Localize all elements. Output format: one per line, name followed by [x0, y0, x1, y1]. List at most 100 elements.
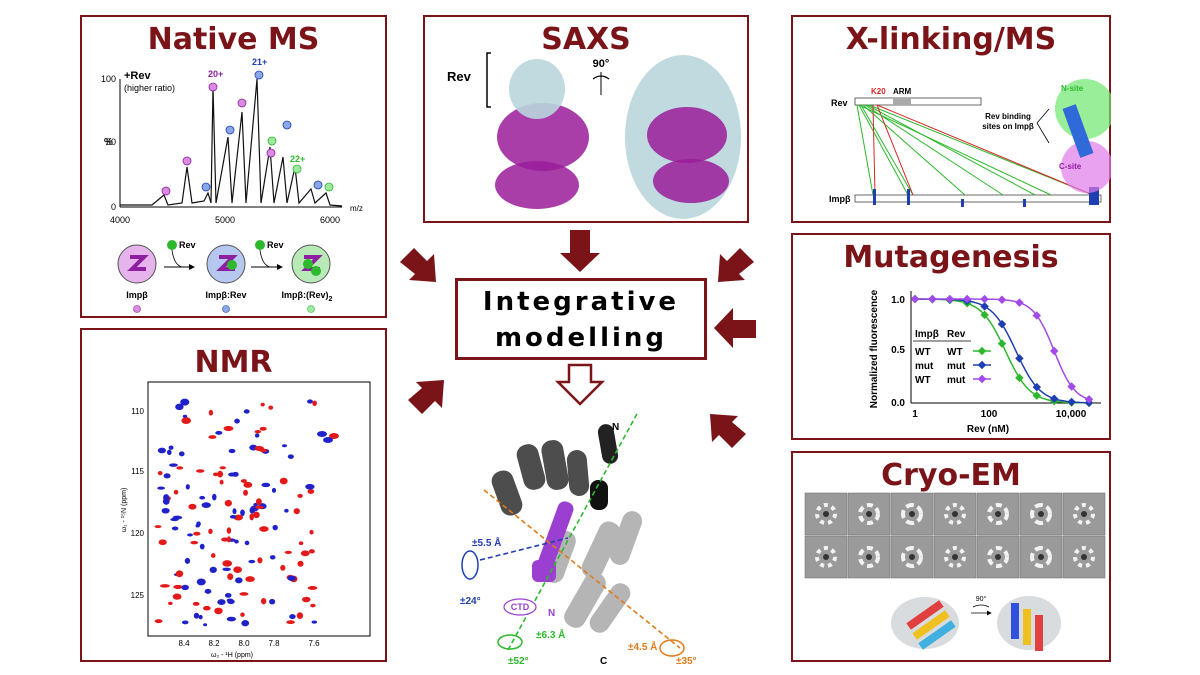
nmr-peak — [281, 444, 287, 448]
nmr-ytick-115: 115 — [131, 467, 144, 476]
cryo-particle-core — [952, 511, 958, 517]
nmr-peak — [180, 398, 190, 406]
nmr-title: NMR — [194, 345, 273, 380]
nmr-peak — [215, 430, 223, 435]
nmr-peak — [181, 584, 189, 591]
saxs-model-right — [625, 55, 741, 219]
nmr-peak — [261, 482, 271, 488]
nmr-peak — [253, 511, 260, 519]
center-line1: Integrative — [482, 287, 680, 317]
nmr-peak — [208, 528, 213, 535]
mut-point — [928, 294, 937, 304]
nmr-peak — [173, 584, 183, 589]
mut-ytick-05: 0.5 — [891, 345, 905, 356]
mut-point — [1015, 373, 1024, 383]
nmr-peak — [269, 555, 276, 560]
nmr-peak — [163, 473, 171, 479]
nmr-ytick-120: 120 — [131, 529, 145, 538]
nmr-peak — [193, 531, 201, 536]
mut-xlabel: Rev (nM) — [967, 424, 1009, 435]
mut-row3-rev: mut — [947, 375, 966, 386]
nmr-ytick-125: 125 — [131, 591, 145, 600]
xl-binding-line1: Rev binding — [985, 112, 1031, 121]
nmr-spectrum: 110 115 120 125 8.4 8.2 8.0 7.8 7.6 ω₂ -… — [121, 381, 371, 659]
saxs-title: SAXS — [541, 22, 631, 57]
ms-ytick-50: 50 — [106, 137, 116, 147]
nmr-xtick-76: 7.6 — [308, 639, 320, 648]
mut-point — [1032, 311, 1042, 320]
nmr-peak — [223, 425, 234, 432]
cryo-particle-core — [909, 511, 915, 517]
mut-curve — [915, 298, 1089, 404]
ms-yunit: % — [104, 137, 113, 148]
nmr-peak — [203, 623, 208, 627]
model-green-ang: ±52° — [508, 656, 529, 667]
nmr-peak — [307, 489, 315, 495]
ms-complex-impb-rev: Impβ:Rev — [205, 290, 246, 300]
nmr-xtick-82: 8.2 — [208, 639, 220, 648]
nmr-peak — [163, 494, 170, 502]
nmr-peak — [201, 502, 211, 509]
mut-row1-impb: WT — [915, 347, 931, 358]
cryo-map-right — [997, 596, 1061, 651]
cryo-particle-core — [866, 554, 872, 560]
integrative-modelling-box: Integrative modelling — [455, 278, 707, 360]
nmr-peak — [198, 614, 203, 620]
nmr-peak — [308, 549, 315, 554]
mut-point — [1049, 394, 1059, 403]
nmr-peak — [166, 449, 172, 455]
mutagenesis-panel: Mutagenesis 1.0 0.5 0.0 1 100 10,000 Rev… — [791, 233, 1111, 440]
nmr-peak — [269, 598, 276, 605]
nmr-peak — [157, 447, 167, 454]
nmr-peak — [234, 418, 240, 424]
xl-csite: C-site — [1059, 162, 1082, 171]
cryoem-panel: Cryo-EM 90° — [791, 451, 1111, 662]
nmr-peak — [293, 508, 300, 515]
nmr-peak — [241, 620, 250, 627]
nmr-peak — [240, 479, 247, 484]
cryo-particle-core — [823, 554, 829, 560]
cryo-particle — [858, 503, 880, 525]
nmr-peak — [209, 566, 217, 573]
cryo-particle-core — [1038, 554, 1044, 560]
mut-point — [980, 294, 989, 304]
xlinking-panel: X-linking/MS Rev K20 ARM Impβ Rev bindin… — [791, 15, 1111, 223]
mut-curves — [910, 294, 1094, 408]
nmr-peak — [182, 414, 188, 418]
nmr-peak — [271, 487, 277, 493]
nmr-peak — [284, 508, 289, 513]
cryo-map-left — [891, 597, 959, 650]
arrow-from-nmr — [408, 380, 444, 414]
center-line2: modelling — [494, 323, 668, 353]
nmr-peak — [312, 400, 317, 407]
nmr-peak — [214, 607, 223, 615]
cryo-particle — [1073, 503, 1095, 525]
nmr-peak — [184, 557, 191, 564]
ms-ytick-100: 100 — [101, 74, 116, 84]
model-c-bottom: C — [600, 656, 607, 667]
nmr-peak — [190, 540, 199, 545]
nmr-peak — [302, 596, 311, 603]
svg-text:Impβ:(Rev)2: Impβ:(Rev)2 — [282, 290, 333, 303]
model-ctd: CTD — [511, 602, 530, 612]
nmr-peak — [161, 507, 170, 514]
nmr-peak — [298, 541, 304, 546]
nmr-peak — [228, 448, 236, 454]
nmr-peak — [254, 433, 260, 438]
arrow-from-xlinking — [718, 248, 754, 282]
model-dark-helices — [491, 424, 619, 516]
cryo-class-averages — [804, 492, 1106, 579]
nmr-peak — [169, 463, 178, 467]
nmr-peak — [217, 470, 224, 478]
cryoem-figure: 90° — [804, 492, 1106, 651]
arrow-from-saxs — [560, 230, 600, 272]
cryo-rotation: 90° — [976, 595, 987, 603]
mut-point — [1067, 397, 1076, 407]
nmr-peak — [229, 515, 237, 519]
nmr-peak — [248, 559, 256, 564]
cryo-particle — [815, 546, 837, 568]
nmr-peak — [226, 616, 237, 622]
cryo-particle-core — [1038, 511, 1044, 517]
nmr-peak — [157, 486, 165, 490]
nmr-peak — [300, 550, 310, 557]
